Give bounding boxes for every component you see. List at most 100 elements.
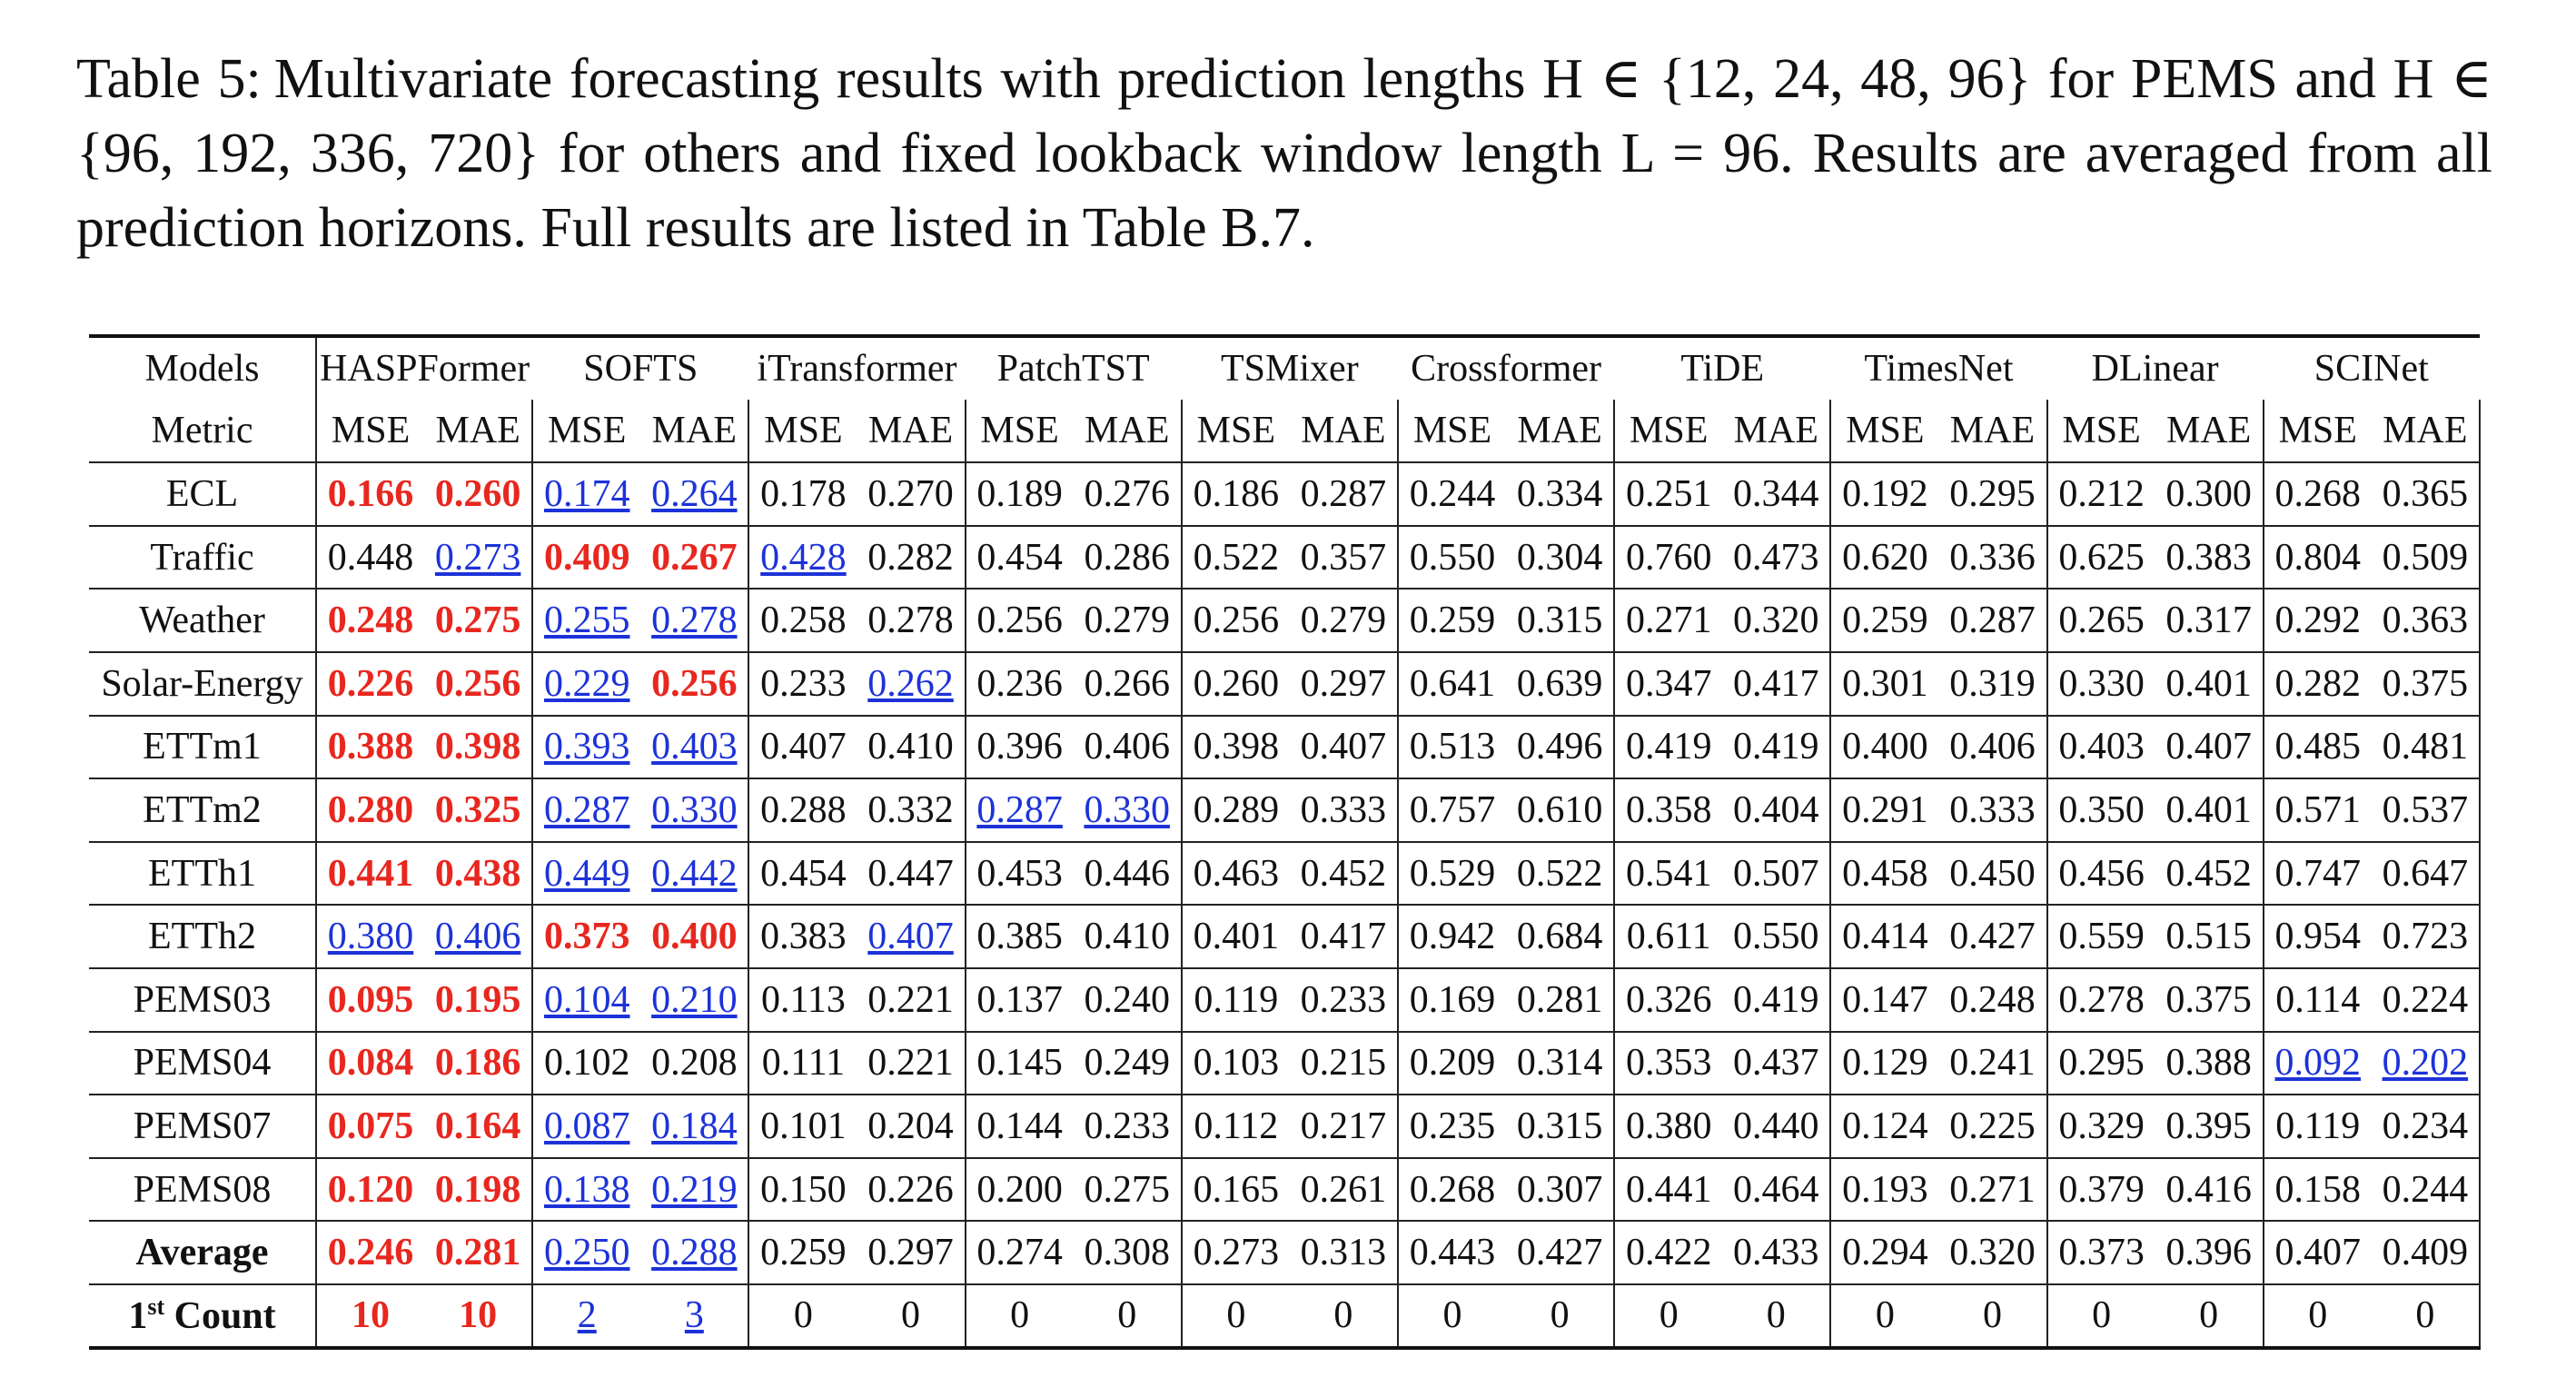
table-cell: 0.513 [1396, 715, 1507, 780]
table-cell: 0.571 [2262, 778, 2372, 843]
table-cell: 0.174 [531, 462, 641, 527]
table-cell: 0.388 [2155, 1031, 2264, 1096]
table-cell: 0.111 [748, 1031, 857, 1096]
metric-name: MAE [1289, 399, 1398, 464]
table-cell: 0.757 [1396, 778, 1507, 843]
table-row: Solar-Energy 0.226 0.256 0.229 0.256 0.233 0.2… [89, 651, 2481, 717]
table-cell: 0.084 [314, 1031, 425, 1096]
table-cell: 0.409 [2371, 1221, 2481, 1285]
count-label-rest: Count [164, 1294, 276, 1337]
table-cell: 0.092 [2262, 1031, 2372, 1096]
table-cell: 0.210 [640, 967, 749, 1033]
table-cell: 0.158 [2262, 1157, 2372, 1223]
table-cell: 0.344 [1722, 462, 1831, 527]
count-label-sup: st [147, 1293, 165, 1320]
table-cell: 0.417 [1289, 905, 1398, 969]
table-cell: 0.407 [857, 905, 966, 969]
table-cell: 0.193 [1829, 1157, 1939, 1223]
table-cell: 0.438 [424, 841, 533, 907]
table-cell: 0.407 [2262, 1221, 2372, 1285]
table-cell: 0.320 [1938, 1221, 2047, 1285]
table-row: Weather 0.248 0.275 0.255 0.278 0.258 0.278 0.2… [89, 589, 2481, 653]
table-cell: 0.279 [1073, 589, 1182, 653]
table-cell: 0.281 [1506, 967, 1615, 1033]
table-cell: 0 [1506, 1283, 1615, 1350]
table-row: 1st Count 10 10 2 3 0 0 0 0 0 0 0 0 0 0 0 0 0 0 0 0 [89, 1283, 2481, 1350]
metric-name: MSE [1396, 399, 1507, 464]
table-cell: 0.250 [531, 1221, 641, 1285]
table-cell: 0.441 [314, 841, 425, 907]
table-cell: 0.145 [964, 1031, 1074, 1096]
table-cell: 0.440 [1722, 1095, 1831, 1159]
table-cell: 0.375 [2371, 651, 2481, 717]
table-cell: 2 [531, 1283, 641, 1350]
table-cell: 0.289 [1180, 778, 1290, 843]
dataset-name: Weather [89, 589, 316, 653]
metric-name: MAE [640, 399, 749, 464]
model-name: TiDE [1614, 334, 1831, 400]
table-row: ETTh2 0.380 0.406 0.373 0.400 0.383 0.407 0.385… [89, 905, 2481, 969]
table-cell: 0.147 [1829, 967, 1939, 1033]
metric-name: MAE [857, 399, 966, 464]
metric-name: MSE [748, 399, 857, 464]
table-cell: 0.326 [1613, 967, 1723, 1033]
table-cell: 0.373 [531, 905, 641, 969]
table-cell: 0.334 [1506, 462, 1615, 527]
table-cell: 0.268 [1396, 1157, 1507, 1223]
table-cell: 0.365 [2371, 462, 2481, 527]
model-name: HASPFormer [314, 334, 533, 400]
table-cell: 0.225 [1938, 1095, 2047, 1159]
table-cell: 0.458 [1829, 841, 1939, 907]
table-cell: 0.485 [2262, 715, 2372, 780]
table-cell: 0.267 [640, 525, 749, 590]
table-row: ETTm1 0.388 0.398 0.393 0.403 0.407 0.410 0.396… [89, 715, 2481, 780]
table-cell: 0.229 [531, 651, 641, 717]
table-cell: 0.270 [857, 462, 966, 527]
table-cell: 0.258 [748, 589, 857, 653]
table-cell: 0.400 [1829, 715, 1939, 780]
table-cell: 0.350 [2046, 778, 2155, 843]
table-cell: 0.641 [1396, 651, 1507, 717]
table-cell: 0.760 [1613, 525, 1723, 590]
table-cell: 0.119 [2262, 1095, 2372, 1159]
table-cell: 0.332 [857, 778, 966, 843]
table-cell: 0.446 [1073, 841, 1182, 907]
table-cell: 0.291 [1829, 778, 1939, 843]
table-cell: 0.169 [1396, 967, 1507, 1033]
table-cell: 0.550 [1396, 525, 1507, 590]
table-cell: 0.507 [1722, 841, 1831, 907]
table-cell: 0 [1829, 1283, 1939, 1350]
table-cell: 0 [2371, 1283, 2481, 1350]
table-cell: 0.454 [964, 525, 1074, 590]
table-cell: 0.559 [2046, 905, 2155, 969]
table-cell: 0.723 [2371, 905, 2481, 969]
table-cell: 0.464 [1722, 1157, 1831, 1223]
table-cell: 0.473 [1722, 525, 1831, 590]
table-cell: 0.244 [1396, 462, 1507, 527]
table-cell: 0.138 [531, 1157, 641, 1223]
table-cell: 0.448 [314, 525, 425, 590]
dataset-name: PEMS07 [89, 1095, 316, 1159]
table-cell: 0.373 [2046, 1221, 2155, 1285]
table-cell: 0.295 [2046, 1031, 2155, 1096]
table-cell: 0.226 [857, 1157, 966, 1223]
metric-name: MSE [2262, 399, 2372, 464]
model-name: SOFTS [532, 334, 749, 400]
table-cell: 0.278 [2046, 967, 2155, 1033]
table-cell: 0.320 [1722, 589, 1831, 653]
table-cell: 0.255 [531, 589, 641, 653]
table-cell: 0.407 [1289, 715, 1398, 780]
table-cell: 0.234 [2371, 1095, 2481, 1159]
table-cell: 0.333 [1938, 778, 2047, 843]
table-cell: 0.259 [1396, 589, 1507, 653]
table-cell: 0.275 [424, 589, 533, 653]
table-cell: 0 [748, 1283, 857, 1350]
table-row: PEMS03 0.095 0.195 0.104 0.210 0.113 0.221 0.13… [89, 967, 2481, 1033]
table-cell: 0.295 [1938, 462, 2047, 527]
metric-name: MSE [531, 399, 641, 464]
table-cell: 0.273 [1180, 1221, 1290, 1285]
table-cell: 0.287 [531, 778, 641, 843]
table-cell: 0.410 [1073, 905, 1182, 969]
table-cell: 0.219 [640, 1157, 749, 1223]
table-cell: 0.264 [640, 462, 749, 527]
